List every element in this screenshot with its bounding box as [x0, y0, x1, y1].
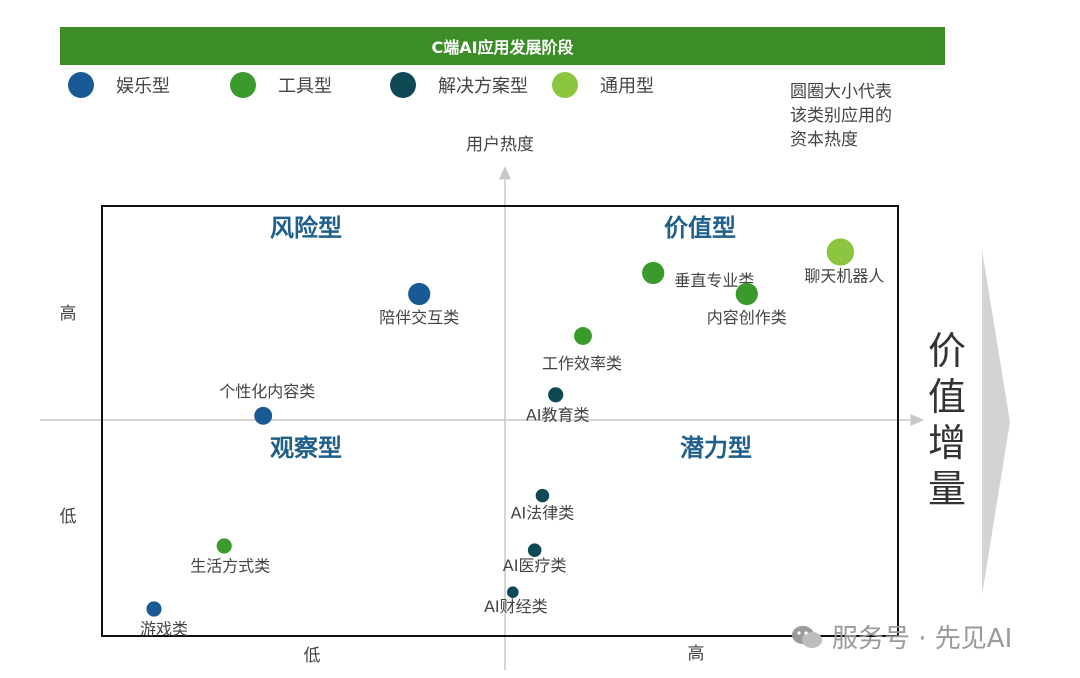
legend-swatch [552, 72, 578, 98]
y-tick-label: 高 [60, 304, 77, 324]
y-tick-label: 低 [60, 507, 77, 527]
data-point [254, 406, 273, 425]
data-point-label: AI医疗类 [503, 556, 567, 575]
note-line: 圆圈大小代表 [790, 82, 892, 102]
value-char: 价 [927, 329, 966, 373]
legend-label: 工具型 [278, 76, 332, 97]
data-point [548, 387, 564, 403]
legend-item-general: 通用型 [552, 70, 654, 100]
x-tick-label: 低 [304, 646, 321, 666]
legend-label: 解决方案型 [438, 76, 528, 97]
value-arrow [982, 250, 1010, 595]
plot-frame [101, 205, 899, 637]
x-tick-label: 高 [688, 644, 705, 664]
data-point-label: 聊天机器人 [804, 267, 884, 286]
data-point-label: 生活方式类 [190, 557, 270, 576]
data-point [507, 586, 519, 598]
quadrant-label-potential: 潜力型 [680, 434, 752, 462]
note-line: 资本热度 [790, 130, 858, 150]
legend-label: 通用型 [600, 76, 654, 97]
chart-title: C端AI应用发展阶段 [60, 27, 945, 65]
data-point-label: 垂直专业类 [674, 271, 754, 290]
data-point-label: 陪伴交互类 [379, 308, 459, 327]
value-char: 量 [927, 467, 966, 511]
data-point [735, 282, 758, 306]
size-note: 圆圈大小代表 该类别应用的 资本热度 [790, 80, 930, 152]
data-point-label: AI教育类 [526, 405, 590, 424]
y-axis-title: 用户热度 [466, 135, 534, 155]
legend-item-tool: 工具型 [230, 70, 332, 100]
data-point [574, 327, 592, 345]
watermark: 服务号 · 先见AI [790, 618, 1012, 655]
legend-item-entertainment: 娱乐型 [68, 70, 170, 100]
watermark-text: 服务号 · 先见AI [832, 624, 1013, 654]
legend-swatch [390, 72, 416, 98]
quadrant-label-risk: 风险型 [270, 214, 342, 242]
legend-swatch [68, 72, 94, 98]
data-point-label: AI法律类 [511, 503, 575, 522]
value-char: 增 [927, 421, 966, 465]
data-point [535, 488, 550, 503]
data-point [146, 601, 162, 617]
quadrant-label-observe: 观察型 [270, 434, 342, 462]
data-point-label: 游戏类 [140, 620, 188, 639]
data-point [527, 543, 542, 557]
data-point-label: 个性化内容类 [219, 382, 315, 401]
value-char: 值 [927, 375, 966, 419]
data-point [216, 538, 232, 554]
legend-item-solution: 解决方案型 [390, 70, 528, 100]
legend-label: 娱乐型 [116, 76, 170, 97]
quadrant-label-value: 价值型 [664, 214, 736, 242]
data-point [826, 238, 855, 266]
data-point [642, 261, 665, 285]
legend-swatch [230, 72, 256, 98]
data-point [408, 282, 431, 306]
value-increment-label: 价 值 增 量 [925, 328, 969, 512]
legend: 娱乐型 工具型 解决方案型 通用型 [68, 70, 788, 100]
data-point-label: AI财经类 [484, 597, 548, 616]
wechat-icon [792, 625, 822, 648]
note-line: 该类别应用的 [790, 106, 892, 126]
data-point-label: 工作效率类 [542, 354, 622, 373]
data-point-label: 内容创作类 [707, 308, 787, 327]
